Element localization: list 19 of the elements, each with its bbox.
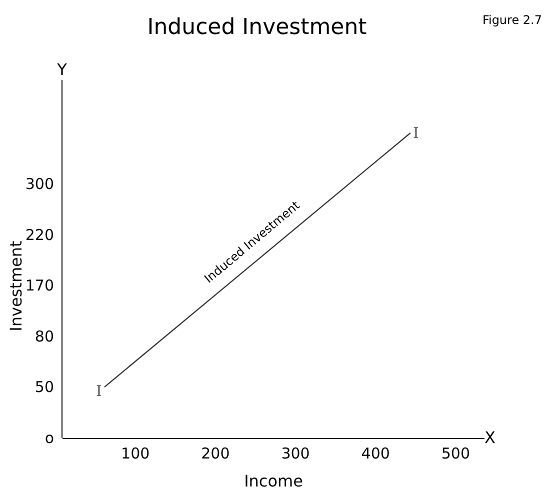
y-axis-title: Investment (6, 240, 26, 332)
text: 80 (34, 327, 54, 346)
text: 50 (34, 378, 54, 396)
x-axis-title: Income (244, 472, 303, 490)
x-tick-label: 200 (201, 444, 230, 462)
annotation: I (413, 124, 420, 142)
caption: Figure 2.7 (482, 13, 542, 27)
text: 300 (25, 175, 54, 193)
text: o (44, 429, 54, 447)
annotation: I (96, 382, 102, 400)
text: Y (56, 60, 68, 79)
x-tick-label: 100 (121, 444, 150, 462)
chart-title: Induced Investment (147, 15, 368, 40)
x-tick-label: 400 (361, 444, 390, 462)
x-tick-label: 300 (281, 444, 310, 462)
text: 170 (25, 276, 54, 295)
text: X (484, 428, 496, 447)
text: 220 (25, 226, 54, 244)
x-tick-label: 500 (441, 444, 470, 462)
